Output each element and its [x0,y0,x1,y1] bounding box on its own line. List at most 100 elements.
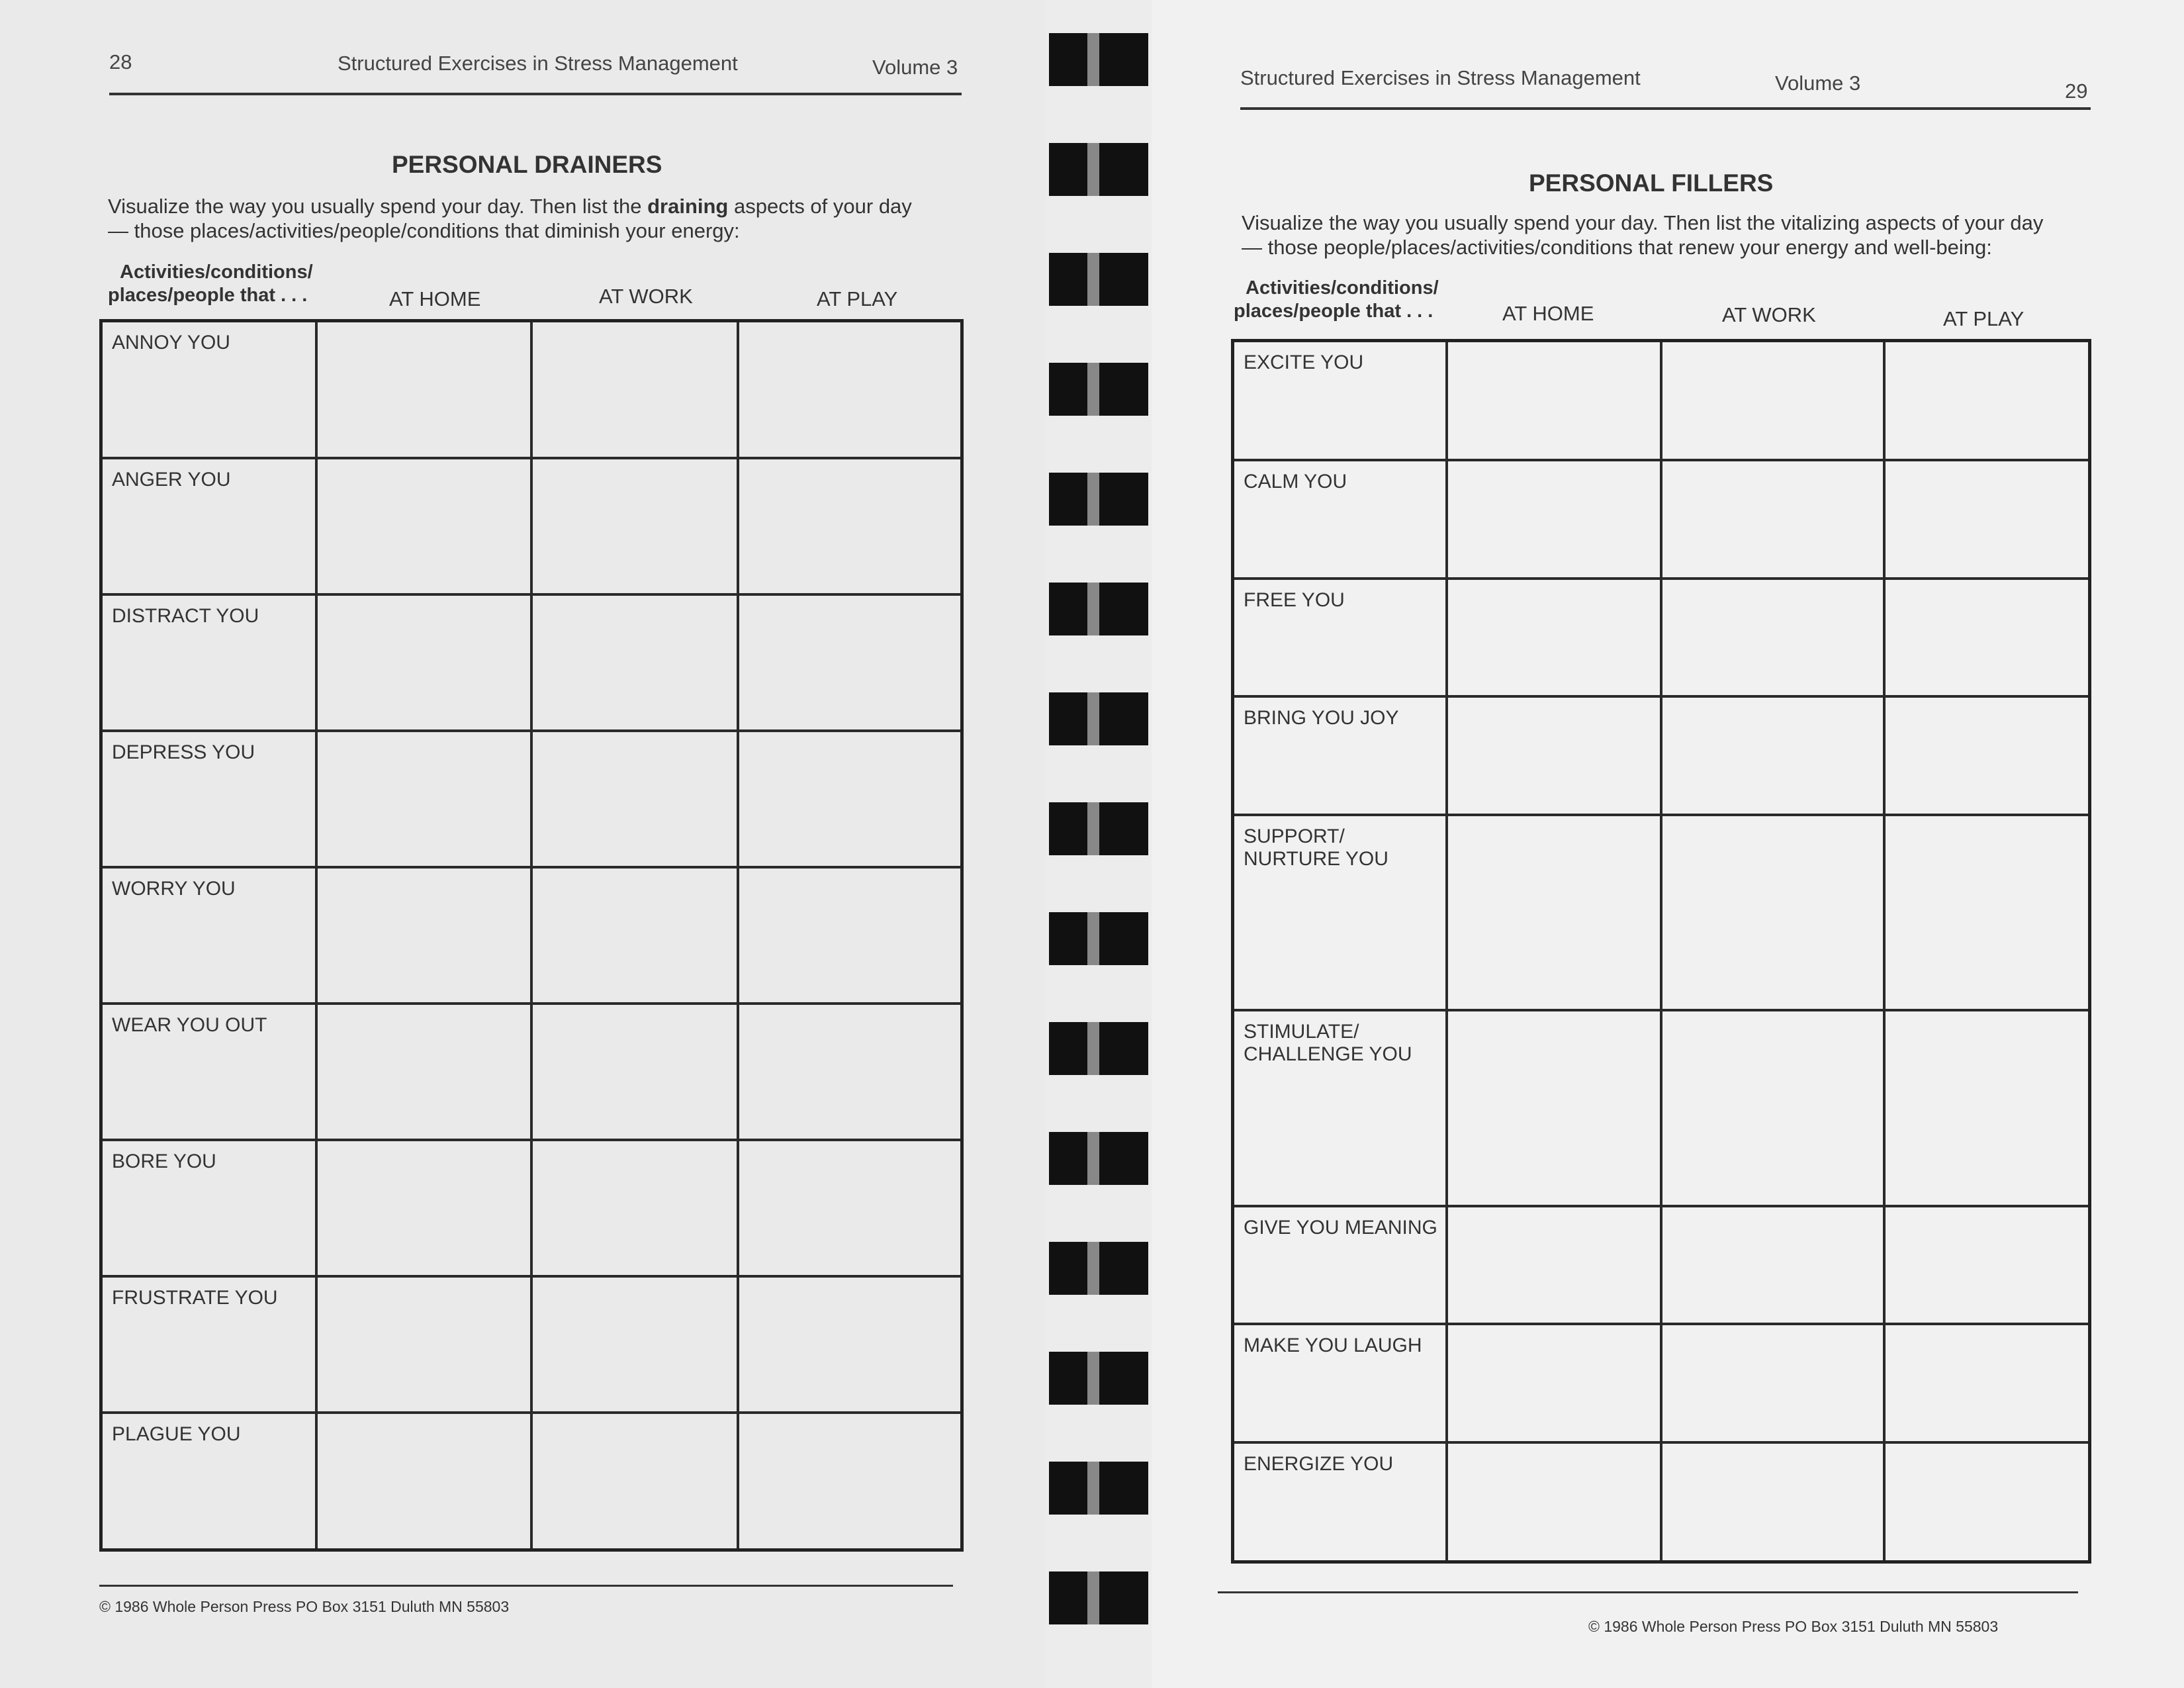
row-label: ANGER YOU [99,457,318,596]
column-header: AT PLAY [817,287,898,310]
entry-cell[interactable] [314,729,533,869]
entry-cell[interactable] [737,729,964,869]
table-row: CALM YOU [1231,458,2091,580]
entry-cell[interactable] [1882,1441,2091,1564]
entry-cell[interactable] [1882,1323,2091,1444]
entry-cell[interactable] [1882,1204,2091,1326]
entry-cell[interactable] [1660,1323,1886,1444]
entry-cell[interactable] [737,457,964,596]
entry-cell[interactable] [1445,1441,1662,1564]
footer-rule [99,1585,953,1587]
row-label: DEPRESS YOU [99,729,318,869]
table-row: ENERGIZE YOU [1231,1441,2091,1564]
row-label: PLAGUE YOU [99,1411,318,1552]
volume-label: Volume 3 [872,56,958,79]
entry-cell[interactable] [1445,695,1662,816]
binding-coil [1049,912,1148,965]
row-label: FRUSTRATE YOU [99,1274,318,1414]
entry-cell[interactable] [737,593,964,733]
entry-cell[interactable] [529,866,740,1005]
entry-cell[interactable] [314,593,533,733]
entry-cell[interactable] [1660,1441,1886,1564]
entry-cell[interactable] [1445,577,1662,698]
entry-cell[interactable] [1882,577,2091,698]
entry-cell[interactable] [1445,458,1662,580]
entry-cell[interactable] [1660,813,1886,1012]
binding-coil [1049,473,1148,526]
entry-cell[interactable] [1882,1009,2091,1207]
entry-cell[interactable] [1445,1323,1662,1444]
table-row: PLAGUE YOU [99,1411,964,1552]
page-title: PERSONAL FILLERS [1529,169,1774,197]
entry-cell[interactable] [1882,813,2091,1012]
entry-cell[interactable] [1445,813,1662,1012]
entry-cell[interactable] [1660,339,1886,461]
row-label: BRING YOU JOY [1231,695,1449,816]
entry-cell[interactable] [529,729,740,869]
entry-cell[interactable] [737,1274,964,1414]
intro-text: Visualize the way you usually spend your… [108,194,912,243]
header-rule [109,93,962,95]
entry-cell[interactable] [1660,577,1886,698]
entry-cell[interactable] [314,319,533,460]
entry-cell[interactable] [529,1138,740,1278]
header-rule [1240,107,2091,110]
entry-cell[interactable] [314,1138,533,1278]
binding-coil [1049,1242,1148,1295]
entry-cell[interactable] [737,1002,964,1141]
entry-cell[interactable] [529,1002,740,1141]
entry-cell[interactable] [314,457,533,596]
drainers-table: ANNOY YOU ANGER YOU DISTRACT YOU DEPRESS YO… [99,319,964,1552]
entry-cell[interactable] [529,593,740,733]
entry-cell[interactable] [529,457,740,596]
binding-coil [1049,692,1148,745]
entry-cell[interactable] [1882,695,2091,816]
entry-cell[interactable] [1445,1009,1662,1207]
row-header-line2: places/people that . . . [108,285,308,306]
table-row: MAKE YOU LAUGH [1231,1323,2091,1444]
table-row: WEAR YOU OUT [99,1002,964,1141]
column-header: AT WORK [1722,303,1816,326]
intro-part: aspects of your day [728,195,912,218]
binding-coil [1049,143,1148,196]
entry-cell[interactable] [737,1411,964,1552]
table-row: ANNOY YOU [99,319,964,460]
row-label: EXCITE YOU [1231,339,1449,461]
book-title: Structured Exercises in Stress Managemen… [1240,66,1641,89]
row-label: BORE YOU [99,1138,318,1278]
binding-coil [1049,1132,1148,1185]
right-page: Structured Exercises in Stress Managemen… [1152,0,2184,1688]
table-row: BORE YOU [99,1138,964,1278]
entry-cell[interactable] [1660,1204,1886,1326]
intro-bold: draining [647,195,729,218]
entry-cell[interactable] [1882,339,2091,461]
entry-cell[interactable] [529,1411,740,1552]
binding-coil [1049,583,1148,635]
entry-cell[interactable] [529,319,740,460]
table-row: FREE YOU [1231,577,2091,698]
entry-cell[interactable] [314,1411,533,1552]
entry-cell[interactable] [737,1138,964,1278]
intro-line2: — those places/activities/people/conditi… [108,219,740,242]
table-row: STIMULATE/ CHALLENGE YOU [1231,1009,2091,1207]
entry-cell[interactable] [529,1274,740,1414]
table-row: DEPRESS YOU [99,729,964,869]
entry-cell[interactable] [1445,339,1662,461]
column-header: AT HOME [1502,302,1594,325]
entry-cell[interactable] [737,866,964,1005]
entry-cell[interactable] [1882,458,2091,580]
row-label: GIVE YOU MEANING [1231,1204,1449,1326]
entry-cell[interactable] [1660,458,1886,580]
row-header-line2: places/people that . . . [1234,301,1433,322]
entry-cell[interactable] [737,319,964,460]
entry-cell[interactable] [314,1274,533,1414]
table-row: EXCITE YOU [1231,339,2091,461]
table-row: ANGER YOU [99,457,964,596]
entry-cell[interactable] [1445,1204,1662,1326]
binding-coil [1049,1352,1148,1405]
entry-cell[interactable] [1660,1009,1886,1207]
left-page: 28 Structured Exercises in Stress Manage… [0,0,1046,1688]
entry-cell[interactable] [314,866,533,1005]
entry-cell[interactable] [1660,695,1886,816]
entry-cell[interactable] [314,1002,533,1141]
